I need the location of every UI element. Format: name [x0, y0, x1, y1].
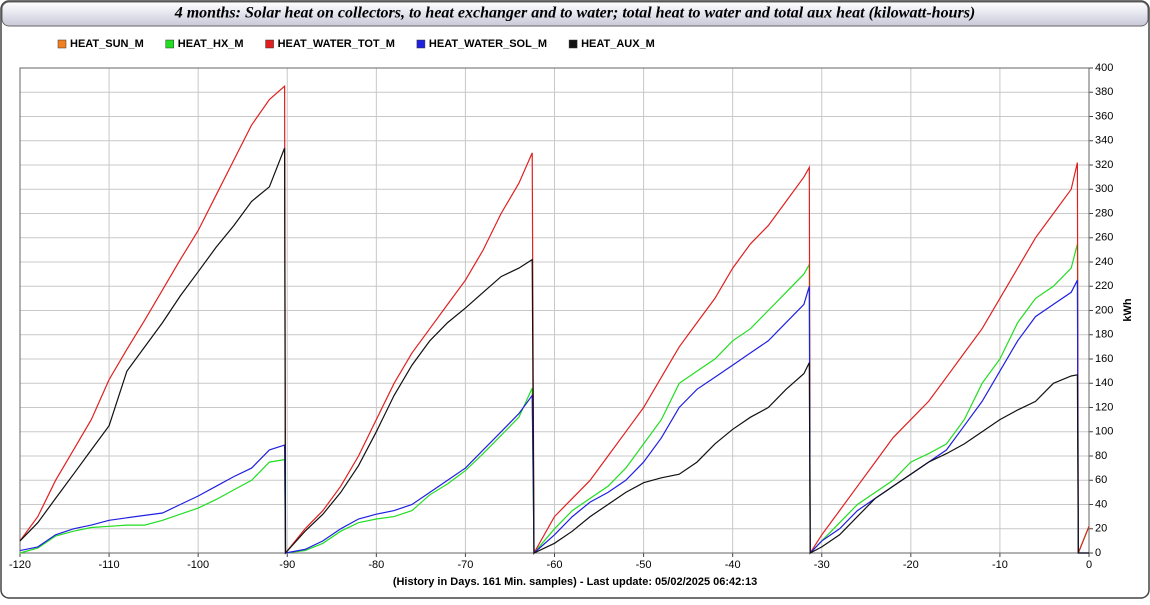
title-bar [1, 1, 1149, 27]
y-tick-label: 320 [1095, 159, 1113, 171]
legend-swatch [568, 39, 578, 49]
x-tick-label: 0 [1086, 559, 1092, 571]
y-tick-label: 340 [1095, 135, 1113, 147]
y-tick-label: 380 [1095, 86, 1113, 98]
y-tick-label: 300 [1095, 183, 1113, 195]
y-tick-label: 160 [1095, 353, 1113, 365]
x-tick-label: -110 [98, 559, 119, 571]
y-tick-label: 280 [1095, 207, 1113, 219]
legend-swatch [416, 39, 426, 49]
series-line [19, 147, 1089, 555]
x-axis-label: (History in Days. 161 Min. samples) - La… [393, 576, 757, 588]
y-tick-label: 60 [1095, 474, 1107, 486]
legend-swatch [165, 39, 175, 49]
x-tick-label: -10 [992, 559, 1008, 571]
y-tick-label: 0 [1095, 547, 1101, 559]
series-line [19, 84, 1090, 556]
legend-label: HEAT_WATER_SOL_M [429, 38, 547, 50]
y-axis-label: kWh [1122, 298, 1134, 322]
x-tick-label: -100 [187, 559, 209, 571]
chart-title: 4 months: Solar heat on collectors, to h… [174, 5, 976, 22]
y-tick-label: 180 [1095, 329, 1113, 341]
y-tick-label: 400 [1095, 62, 1113, 74]
x-tick-label: -30 [814, 559, 830, 571]
x-tick-label: -60 [547, 559, 563, 571]
y-tick-label: 140 [1095, 377, 1113, 389]
legend-label: HEAT_HX_M [178, 38, 244, 50]
x-tick-label: -20 [903, 559, 919, 571]
x-tick-label: -80 [368, 559, 384, 571]
series-line [19, 243, 1090, 555]
y-tick-label: 20 [1095, 523, 1107, 535]
plot-border [19, 67, 1090, 554]
y-tick-label: 120 [1095, 401, 1113, 413]
x-tick-label: -90 [279, 559, 295, 571]
legend-label: HEAT_AUX_M [581, 38, 655, 50]
y-tick-label: 360 [1095, 110, 1113, 122]
y-tick-label: 220 [1095, 280, 1113, 292]
legend-swatch [265, 39, 274, 49]
legend-label: HEAT_WATER_TOT_M [278, 38, 395, 50]
y-tick-label: 260 [1095, 232, 1113, 244]
x-tick-label: -40 [725, 559, 741, 571]
y-tick-label: 80 [1095, 450, 1107, 462]
legend-label: HEAT_SUN_M [70, 38, 144, 50]
y-tick-label: 200 [1095, 304, 1113, 316]
y-tick-label: 100 [1095, 426, 1113, 438]
x-tick-label: -120 [9, 559, 31, 571]
y-tick-label: 40 [1095, 498, 1107, 510]
x-tick-label: -50 [636, 559, 652, 571]
x-tick-label: -70 [457, 559, 473, 571]
legend-swatch [57, 39, 67, 49]
y-tick-label: 240 [1095, 256, 1113, 268]
